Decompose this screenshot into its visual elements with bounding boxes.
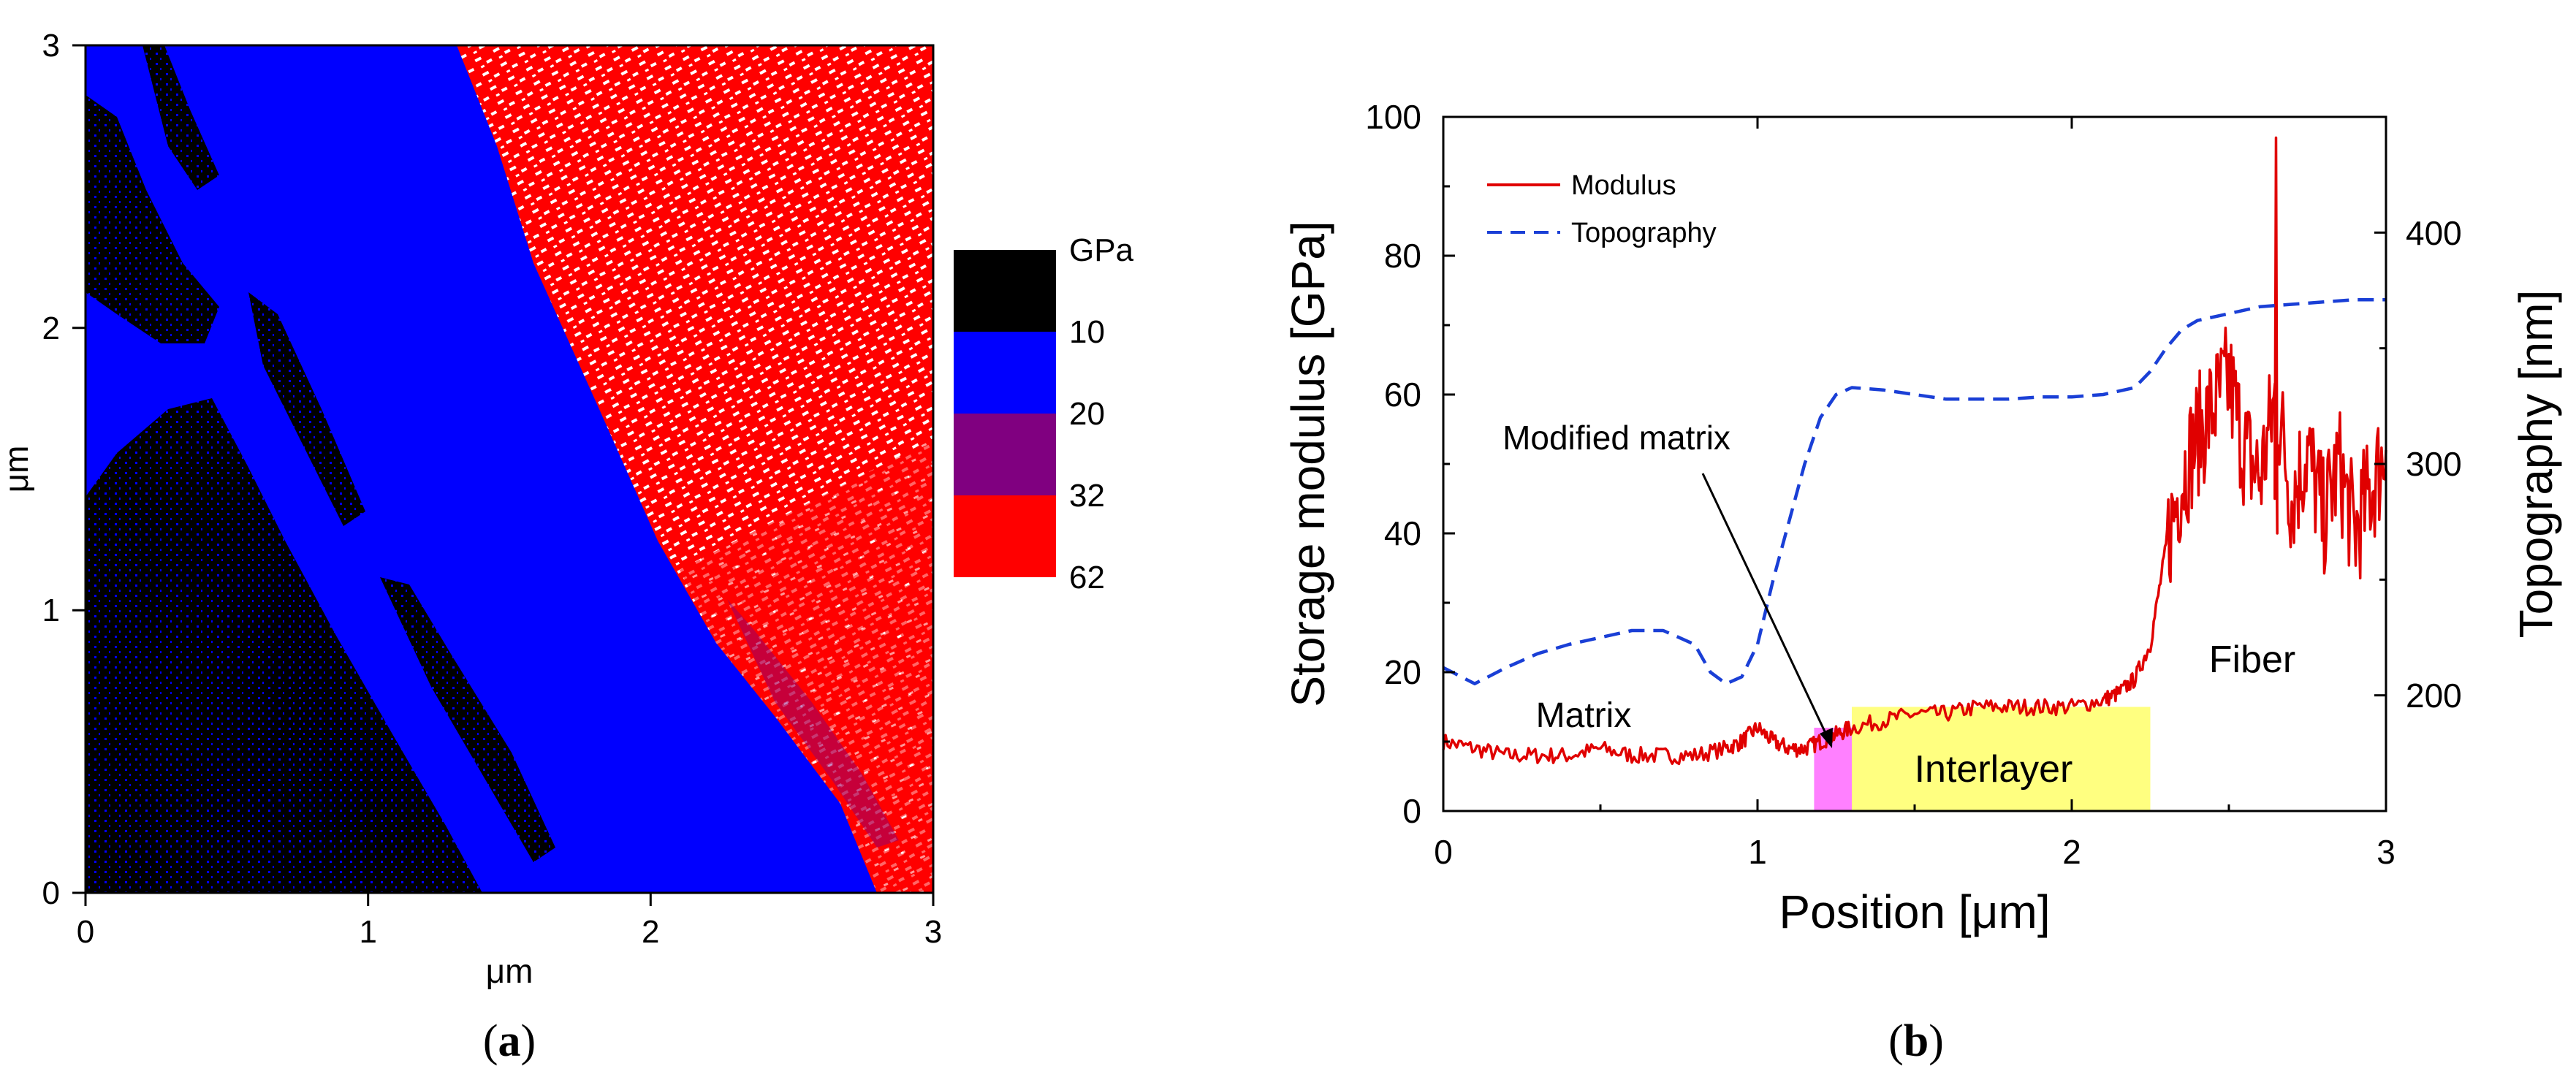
map-black-band-1	[248, 292, 365, 526]
colorbar-swatch-blue	[954, 332, 1056, 414]
map-ytick-1: 1	[42, 593, 60, 628]
series-lines	[1442, 136, 2387, 766]
y2tick-200: 200	[2406, 677, 2462, 715]
legend: Modulus Topography	[1487, 170, 1717, 248]
map-frame	[84, 44, 935, 894]
map-ytick-2: 2	[42, 311, 60, 346]
annotation-arrow	[1701, 473, 1832, 745]
legend-label-topography: Topography	[1571, 218, 1717, 248]
colorbar-swatch-red	[954, 495, 1056, 577]
map-xtick-3: 3	[924, 914, 942, 950]
map-ylabel: μm	[0, 446, 35, 493]
map-xtick-1: 1	[359, 914, 376, 950]
annotation-modified-matrix: Modified matrix	[1502, 419, 1730, 457]
annotation-interlayer: Interlayer	[1915, 748, 2073, 791]
map-ticks	[72, 44, 935, 906]
map-ytick-0: 0	[42, 875, 60, 911]
ylabel-right: Topography [nm]	[2509, 290, 2562, 639]
ytick-40: 40	[1384, 514, 1421, 552]
ytick-80: 80	[1384, 237, 1421, 275]
y2tick-300: 300	[2406, 445, 2462, 483]
legend-label-modulus: Modulus	[1571, 170, 1676, 201]
series-line-modulus	[1442, 136, 2387, 766]
colorbar-label-32: 32	[1069, 478, 1105, 514]
xlabel: Position [μm]	[1779, 886, 2050, 938]
caption-b-letter: b	[1904, 1016, 1929, 1066]
xtick-3: 3	[2376, 833, 2395, 871]
ytick-0: 0	[1402, 792, 1421, 830]
map-black-band-2	[380, 577, 555, 862]
xtick-1: 1	[1748, 833, 1767, 871]
ytick-100: 100	[1365, 98, 1421, 136]
colorbar: GPa 10 20 32 62	[954, 232, 1134, 595]
colorbar-label-20: 20	[1069, 396, 1105, 432]
map-xlabel: μm	[486, 952, 533, 990]
axis-ticks	[1442, 115, 2387, 812]
annotation-arrowhead	[1820, 728, 1833, 748]
ylabel-left: Storage modulus [GPa]	[1282, 221, 1334, 707]
colorbar-swatch-purple	[954, 414, 1056, 495]
map-black-region-upper	[86, 95, 219, 343]
map-red-region-dense	[680, 438, 933, 893]
map-black-region-lower	[86, 398, 482, 893]
xtick-0: 0	[1434, 833, 1453, 871]
series-line-topography	[1442, 297, 2386, 686]
map-image	[86, 45, 933, 893]
y2tick-400: 400	[2406, 214, 2462, 252]
map-xtick-2: 2	[642, 914, 659, 950]
colorbar-label-62: 62	[1069, 560, 1105, 595]
ytick-20: 20	[1384, 653, 1421, 691]
colorbar-unit: GPa	[1069, 232, 1134, 268]
map-purple-edge	[727, 599, 899, 848]
caption-b: (b)	[1888, 1016, 1944, 1066]
map-ytick-3: 3	[42, 28, 60, 64]
map-black-streak	[143, 45, 219, 190]
panel-b-profile-chart: 0 1 2 3 0 20 40 60 80 100 200 300 400 Po…	[1282, 98, 2562, 1066]
xtick-2: 2	[2062, 833, 2081, 871]
caption-a: (a)	[483, 1016, 536, 1066]
annotation-matrix: Matrix	[1536, 696, 1632, 735]
colorbar-swatch-black	[954, 250, 1056, 332]
annotation-fiber: Fiber	[2209, 639, 2295, 681]
caption-a-letter: a	[498, 1016, 521, 1066]
colorbar-label-10: 10	[1069, 314, 1105, 350]
ytick-60: 60	[1384, 376, 1421, 414]
shaded-region-interlayer	[1852, 707, 2151, 811]
map-xtick-0: 0	[77, 914, 94, 950]
panel-a-modulus-map: 0 1 2 3 0 1 2 3 μm μm GPa 10 20 32 62 (a…	[0, 28, 1134, 1066]
